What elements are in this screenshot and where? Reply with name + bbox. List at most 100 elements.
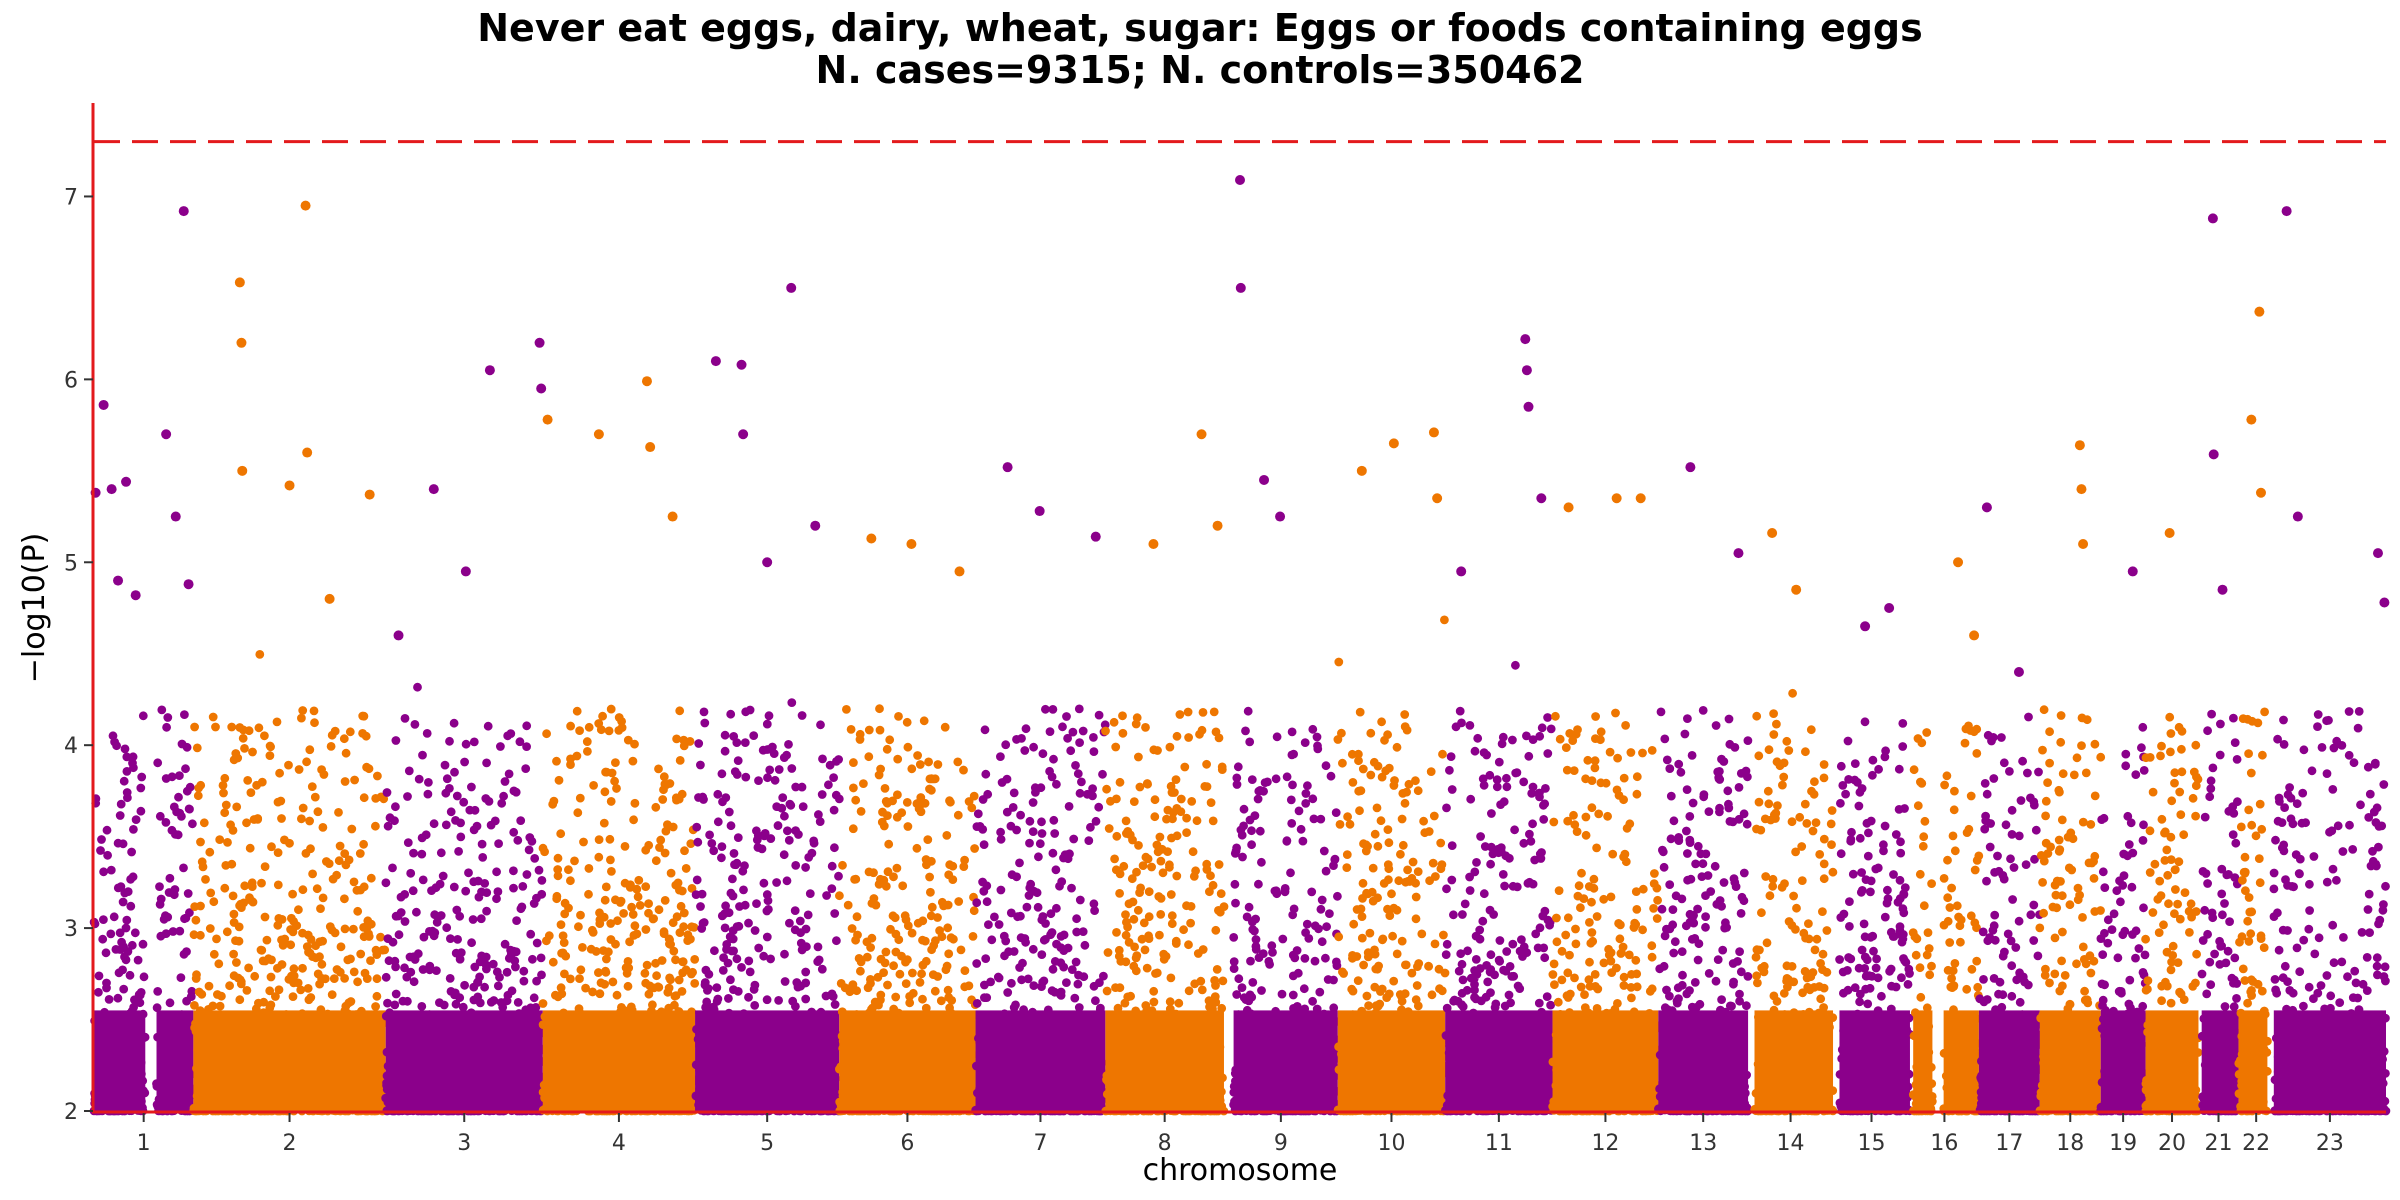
y-tick-label: 4: [64, 734, 78, 759]
peak-point-chr2-7: [364, 489, 375, 500]
peak-point-chr5-0: [710, 356, 721, 367]
y-axis-ticks: 2 3 4 5 6 7: [64, 185, 93, 1125]
x-tick-label: 18: [2056, 1131, 2084, 1156]
peak-point-chr10-2: [1428, 427, 1439, 438]
peak-point-chr7-0: [1002, 462, 1013, 473]
peak-point-chr1-8: [178, 206, 189, 217]
y-axis-label: −log10(P): [17, 533, 52, 684]
peak-point-chr21-1: [2208, 449, 2219, 460]
peak-point-chr15-1: [1884, 603, 1895, 613]
x-tick-label: 9: [1274, 1131, 1288, 1156]
x-tick-label: 12: [1591, 1131, 1619, 1156]
chromosome-1-points: [89, 705, 197, 1116]
peak-point-chr22-2: [2255, 487, 2266, 498]
x-axis-ticks: 1 2 3 4 5 6 7 8 9 10 11 12 13 14 15 16 17 18 19 20 21 22 23: [137, 1113, 2344, 1156]
peak-point-chr23-3: [2379, 597, 2390, 608]
peak-point-chr3-5: [536, 383, 547, 394]
peak-point-chr16-0: [1953, 557, 1964, 568]
y-tick-label: 3: [64, 917, 78, 942]
peak-point-chr2-5: [302, 447, 313, 458]
peak-point-chr8-2: [1212, 520, 1223, 531]
peak-point-chr12-2: [1635, 493, 1646, 504]
peak-point-chr11-4: [1536, 493, 1547, 504]
peak-point-chr22-0: [2246, 414, 2257, 425]
x-axis-label: chromosome: [1143, 1153, 1338, 1188]
chromosome-2-points: [189, 650, 390, 1116]
chromosome-10-points: [1333, 615, 1450, 1116]
peak-point-chr14-1: [1791, 584, 1802, 595]
x-tick-label: 5: [760, 1131, 774, 1156]
peak-point-chr3-3: [484, 365, 495, 376]
peak-point-chr2-2: [237, 465, 248, 476]
peak-point-chr1-4: [121, 476, 132, 487]
peak-point-chr12-0: [1563, 502, 1574, 513]
x-tick-label: 20: [2158, 1131, 2186, 1156]
peak-point-chr11-0: [1456, 566, 1467, 577]
peak-point-chr3-0: [393, 630, 404, 641]
peak-point-chr23-2: [2372, 548, 2383, 559]
chromosome-9-points: [1229, 706, 1343, 1116]
peak-point-chr10-1: [1388, 438, 1399, 449]
peak-point-chr4-2: [641, 376, 652, 387]
x-tick-label: 10: [1377, 1131, 1405, 1156]
peak-point-chr1-5: [130, 590, 141, 601]
x-tick-label: 4: [612, 1131, 626, 1156]
peak-point-chr5-2: [738, 429, 749, 440]
peak-point-chr2-0: [234, 277, 245, 288]
peak-point-chr1-7: [170, 511, 181, 522]
peak-point-chr8-0: [1148, 538, 1159, 549]
chromosome-13-points: [1654, 706, 1753, 1116]
peak-point-chr5-5: [810, 520, 821, 531]
chromosome-14-points: [1750, 688, 1838, 1116]
peak-point-chr1-2: [106, 484, 117, 495]
x-tick-label: 14: [1777, 1131, 1805, 1156]
peak-point-chr4-4: [667, 511, 678, 522]
peak-point-chr9-1: [1235, 282, 1246, 293]
peak-point-chr1-9: [183, 579, 194, 590]
chromosome-5-points: [691, 698, 844, 1116]
chromosome-18-points: [2035, 705, 2106, 1116]
x-tick-label: 16: [1930, 1131, 1958, 1156]
chart-title: Never eat eggs, dairy, wheat, sugar: Egg…: [477, 6, 1923, 50]
chromosome-6-points: [835, 704, 980, 1116]
peak-point-chr2-3: [284, 480, 295, 491]
y-tick-label: 2: [64, 1100, 78, 1125]
peak-point-chr18-0: [2074, 440, 2085, 451]
y-tick-label: 7: [64, 185, 78, 210]
peak-point-chr12-1: [1611, 493, 1622, 504]
chromosome-3-points: [381, 682, 547, 1116]
chromosome-17-points: [1975, 712, 2044, 1116]
peak-point-chr5-3: [762, 557, 773, 568]
chromosome-19-points: [2096, 722, 2150, 1116]
x-tick-label: 2: [283, 1131, 297, 1156]
peak-point-chr2-4: [300, 200, 311, 211]
chromosome-21-points: [2197, 709, 2243, 1116]
peak-point-chr22-1: [2254, 306, 2265, 317]
chromosome-22-points: [2234, 707, 2272, 1116]
peak-point-chr23-1: [2292, 511, 2303, 522]
peak-point-chr3-4: [534, 337, 545, 348]
peak-point-chr17-1: [2013, 667, 2024, 678]
peak-point-chr4-3: [645, 442, 656, 453]
peak-point-chr23-0: [2281, 206, 2292, 217]
chromosome-15-points: [1835, 717, 1915, 1116]
peak-point-chr3-1: [428, 484, 439, 495]
peak-point-chr6-2: [954, 566, 965, 577]
y-tick-label: 6: [64, 368, 78, 393]
y-tick-label: 5: [64, 551, 78, 576]
x-tick-label: 3: [457, 1131, 471, 1156]
peak-point-chr1-3: [113, 575, 124, 586]
peak-point-chr11-3: [1523, 401, 1534, 412]
peak-point-chr4-0: [542, 414, 553, 425]
x-tick-label: 1: [137, 1131, 151, 1156]
peak-point-chr13-1: [1733, 548, 1744, 559]
peak-point-chr10-3: [1432, 493, 1443, 504]
chromosome-12-points: [1548, 708, 1663, 1116]
peak-point-chr19-0: [2127, 566, 2138, 577]
peak-point-chr10-0: [1356, 465, 1367, 476]
x-tick-label: 17: [1995, 1131, 2023, 1156]
peak-point-chr7-2: [1090, 531, 1101, 542]
peak-point-chr16-1: [1969, 630, 1980, 641]
peak-point-chr21-0: [2207, 213, 2218, 224]
